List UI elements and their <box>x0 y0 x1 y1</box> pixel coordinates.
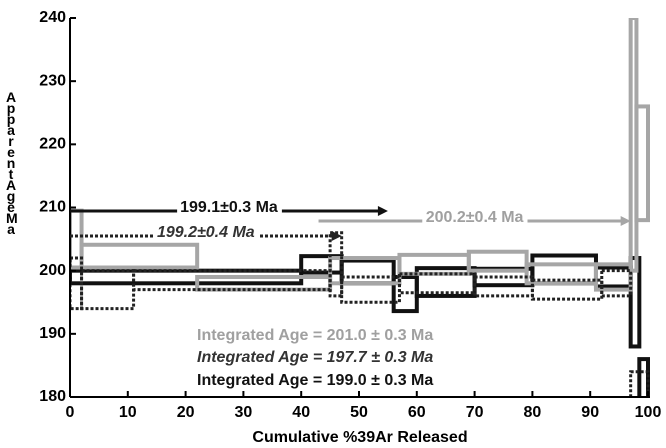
step <box>80 269 136 311</box>
integrated-age: Integrated Age = 197.7 ± 0.3 Ma <box>197 349 433 366</box>
step <box>466 249 529 273</box>
integrated-age: Integrated Age = 201.0 ± 0.3 Ma <box>197 327 433 344</box>
y-tick-label: 230 <box>39 72 66 89</box>
plateau-label: 199.2±0.4 Ma <box>157 224 255 241</box>
step <box>340 275 401 304</box>
arrow-head <box>377 206 388 216</box>
x-tick-label: 90 <box>581 404 599 421</box>
step <box>600 269 633 298</box>
x-tick-label: 60 <box>408 404 426 421</box>
x-tick-label: 50 <box>350 404 368 421</box>
y-tick-label: 220 <box>39 136 66 153</box>
y-tick-label: 180 <box>39 388 66 405</box>
integrated-age: Integrated Age = 199.0 ± 0.3 Ma <box>197 372 433 389</box>
arrow-head <box>620 216 631 226</box>
x-tick-label: 10 <box>119 404 137 421</box>
plateau-label: 199.1±0.3 Ma <box>180 199 278 216</box>
plot-area <box>70 18 650 397</box>
x-tick-label: 70 <box>466 404 484 421</box>
x-tick-label: 30 <box>235 404 253 421</box>
y-tick-label: 210 <box>39 199 66 216</box>
y-tick-label: 190 <box>39 325 66 342</box>
x-tick-label: 40 <box>292 404 310 421</box>
step <box>397 272 477 295</box>
step <box>328 231 344 298</box>
y-tick-label: 200 <box>39 262 66 279</box>
plateau-label: 200.2±0.4 Ma <box>426 209 524 226</box>
x-tick-label: 100 <box>635 404 662 421</box>
step <box>397 252 471 276</box>
step <box>629 370 650 397</box>
step <box>79 242 200 270</box>
arrow-head <box>331 231 342 241</box>
step <box>339 258 396 286</box>
y-tick-label: 240 <box>39 9 66 26</box>
x-tick-label: 20 <box>177 404 195 421</box>
step <box>637 357 650 397</box>
x-tick-label: 80 <box>524 404 542 421</box>
step <box>530 278 604 301</box>
step <box>524 262 598 286</box>
x-axis-label: Cumulative %39Ar Released <box>252 429 467 446</box>
x-tick-label: 0 <box>66 404 75 421</box>
y-axis-label: Apparent Age Ma <box>6 89 18 237</box>
step <box>634 104 650 223</box>
